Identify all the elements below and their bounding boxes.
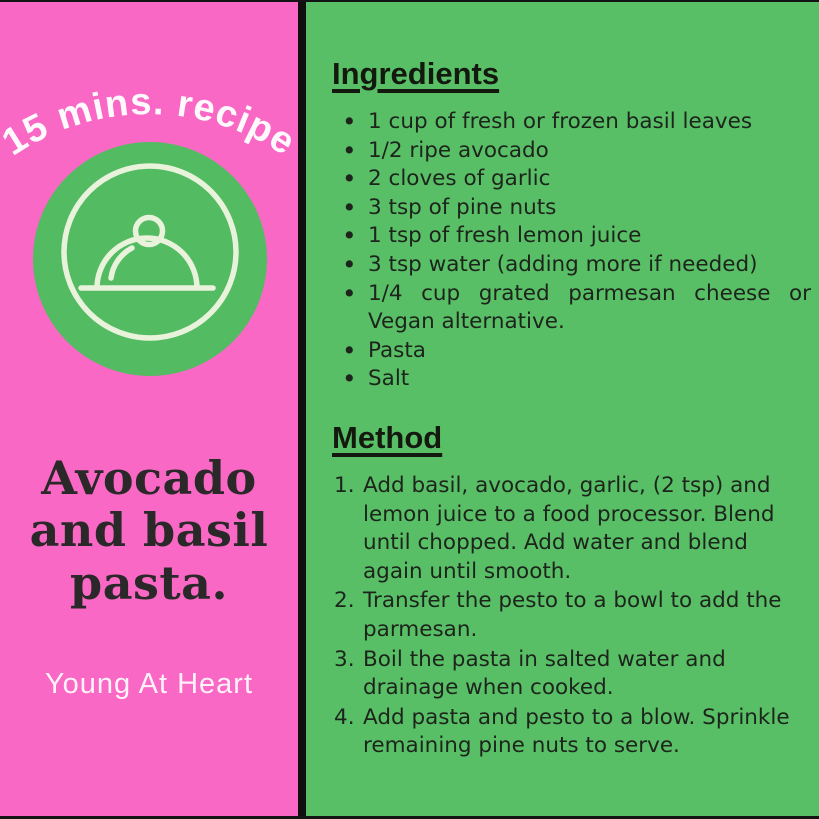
brand-name: Young At Heart: [44, 668, 254, 700]
ingredient-item: 1/4 cup grated parmesan cheese or Vegan …: [332, 278, 813, 337]
ingredient-item: 3 tsp water (adding more if needed): [332, 249, 813, 281]
ingredients-list: 1 cup of fresh or frozen basil leaves 1/…: [332, 106, 813, 396]
ingredients-heading: Ingredients: [332, 56, 813, 92]
recipe-title: Avocado and basil pasta.: [29, 451, 269, 610]
ingredients-heading-text: Ingredients: [332, 56, 500, 91]
right-panel: Ingredients 1 cup of fresh or frozen bas…: [306, 0, 819, 819]
ingredient-item: 1 tsp of fresh lemon juice: [332, 220, 813, 252]
method-step: Add pasta and pesto to a blow. Sprinkle …: [334, 704, 790, 759]
method-step: Transfer the pesto to a bowl to add the …: [334, 587, 782, 642]
cloche-icon: [61, 163, 239, 341]
method-step: Boil the pasta in salted water and drain…: [334, 646, 726, 701]
ingredient-item: 2 cloves of garlic: [332, 163, 813, 195]
ingredient-item: 1/2 ripe avocado: [332, 135, 813, 167]
top-edge-line: [0, 0, 819, 2]
bottom-edge-line: [0, 816, 819, 819]
method-heading: Method: [332, 420, 813, 456]
method-heading-text: Method: [332, 419, 443, 455]
ingredient-item: Pasta: [332, 335, 813, 367]
dish-badge: [33, 142, 267, 376]
ingredient-item: 1 cup of fresh or frozen basil leaves: [332, 106, 813, 138]
panel-divider: [298, 0, 306, 819]
ingredient-item: Salt: [332, 363, 813, 395]
method-step: Add basil, avocado, garlic, (2 tsp) and …: [334, 472, 775, 584]
left-panel: 15 mins. recipe Avocado and basil pasta.…: [0, 0, 302, 819]
ingredient-item: 3 tsp of pine nuts: [332, 192, 813, 224]
method-list: Add basil, avocado, garlic, (2 tsp) and …: [332, 472, 813, 761]
